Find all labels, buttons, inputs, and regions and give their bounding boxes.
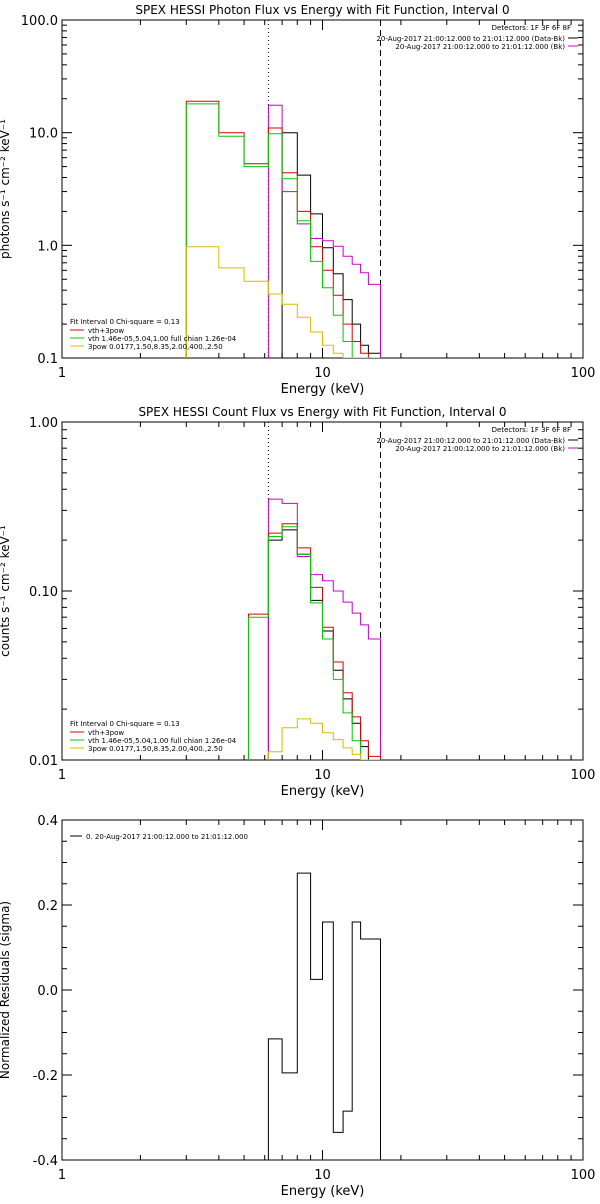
y-axis-label: Normalized Residuals (sigma) (0, 901, 12, 1079)
series-line-3pow (185, 246, 381, 358)
x-tick-label: 1 (58, 1168, 66, 1183)
y-axis-label: counts s⁻¹ cm⁻² keV⁻¹ (0, 525, 12, 657)
plot-data (267, 872, 381, 1160)
y-tick-label: 0.10 (29, 585, 58, 600)
chart-panel-3: Energy (keV) Normalized Residuals (sigma)… (0, 814, 595, 1199)
y-tick-label: 0.4 (37, 814, 58, 829)
x-tick-label: 10 (314, 768, 331, 783)
chart-title: SPEX HESSI Count Flux vs Energy with Fit… (138, 405, 506, 419)
legend-fit-label: vth+3pow (88, 327, 124, 335)
series-line-data-bk (268, 132, 381, 358)
plot-frame (61, 819, 584, 1161)
series-line-vth-3pow (248, 523, 381, 760)
legend-fit-label: 3pow 0.0177,1.50,8.35,2.00,400.,2.50 (88, 745, 223, 753)
legend-fit-label: 3pow 0.0177,1.50,8.35,2.00,400.,2.50 (88, 343, 223, 351)
series-line-3pow (267, 718, 381, 760)
legend-detectors: Detectors: 1F 3F 6F 8F (492, 426, 571, 434)
plot-data (248, 498, 381, 760)
x-tick-label: 100 (571, 366, 596, 381)
legend-interval-label: 20-Aug-2017 21:00:12.000 to 21:01:12.000… (395, 43, 565, 51)
y-axis-label: photons s⁻¹ cm⁻² keV⁻¹ (0, 119, 12, 259)
y-tick-label: -0.4 (33, 1154, 58, 1169)
y-tick-label: 100.0 (21, 14, 58, 29)
y-tick-label: 0.01 (29, 754, 58, 769)
x-axis-label: Energy (keV) (281, 1184, 365, 1199)
legend-residual-label: 0. 20-Aug-2017 21:00:12.000 to 21:01:12.… (86, 833, 248, 841)
y-tick-label: 0.2 (37, 899, 58, 914)
legend-fit-header: Fit Interval 0 Chi-square = 0.13 (70, 318, 180, 326)
legend-detectors: Detectors: 1F 3F 6F 8F (492, 24, 571, 32)
x-tick-label: 1 (58, 768, 66, 783)
legend-fit-label: vth+3pow (88, 729, 124, 737)
series-line-vth (185, 103, 381, 358)
series-line-vth-3pow (185, 100, 381, 358)
chart-panel-2: SPEX HESSI Count Flux vs Energy with Fit… (0, 405, 595, 799)
x-tick-label: 1 (58, 366, 66, 381)
x-axis-label: Energy (keV) (281, 382, 365, 397)
x-axis-label: Energy (keV) (281, 784, 365, 799)
x-tick-label: 100 (571, 768, 596, 783)
y-tick-label: 1.0 (37, 239, 58, 254)
x-tick-label: 10 (314, 1168, 331, 1183)
plot-frame (61, 19, 584, 359)
plot-data (185, 100, 381, 358)
x-tick-label: 10 (314, 366, 331, 381)
legend-interval-label: 20-Aug-2017 21:00:12.000 to 21:01:12.000… (395, 445, 565, 453)
legend-interval-label: 20-Aug-2017 21:00:12.000 to 21:01:12.000… (376, 35, 565, 43)
chart-title: SPEX HESSI Photon Flux vs Energy with Fi… (135, 3, 509, 17)
legend-fit-label: vth 1.46e-05,5.04,1.00 full chian 1.26e-… (88, 737, 237, 745)
series-line-residual (267, 872, 381, 1160)
series-line-bk (267, 104, 381, 358)
y-tick-label: 1.00 (29, 416, 58, 431)
y-tick-label: -0.2 (33, 1069, 58, 1084)
y-tick-label: 0.1 (37, 352, 58, 367)
y-tick-label: 10.0 (29, 127, 58, 142)
series-line-data-bk (267, 529, 381, 760)
y-tick-label: 0.0 (37, 984, 58, 999)
legend-fit-label: vth 1.46e-05,5.04,1.00 full chian 1.26e-… (88, 335, 237, 343)
legend-interval-label: 20-Aug-2017 21:00:12.000 to 21:01:12.000… (376, 437, 565, 445)
chart-panel-1: SPEX HESSI Photon Flux vs Energy with Fi… (0, 3, 595, 397)
series-line-vth (248, 526, 381, 760)
series-line-bk (267, 498, 381, 760)
legend-fit-header: Fit Interval 0 Chi-square = 0.13 (70, 720, 180, 728)
x-tick-label: 100 (571, 1168, 596, 1183)
